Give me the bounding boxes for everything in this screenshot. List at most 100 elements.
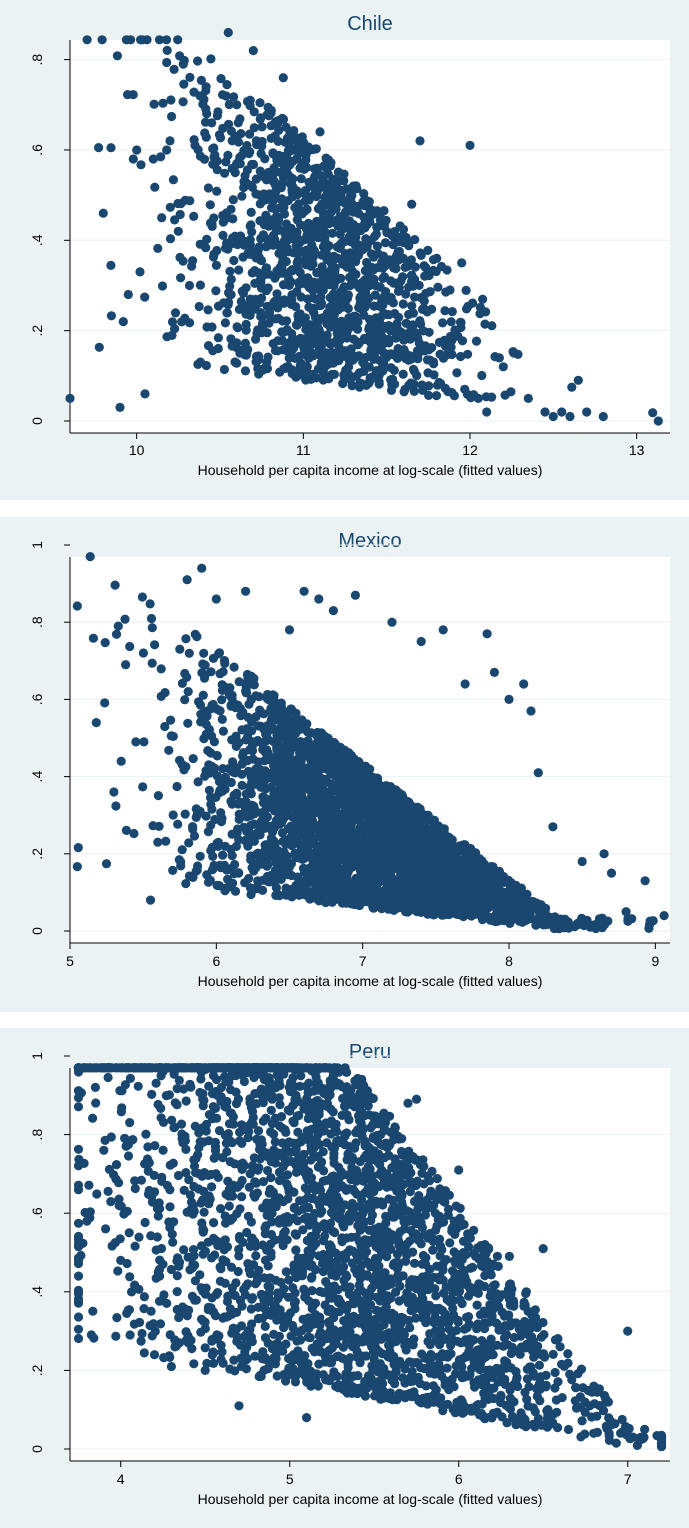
scatter-point — [233, 118, 243, 128]
scatter-point — [154, 35, 165, 45]
scatter-point — [270, 802, 280, 812]
scatter-point — [252, 882, 262, 892]
scatter-point — [227, 341, 237, 351]
scatter-point — [267, 724, 277, 734]
scatter-point — [398, 299, 408, 309]
scatter-point — [379, 272, 389, 282]
scatter-point — [173, 35, 183, 45]
scatter-point — [138, 782, 148, 792]
scatter-point — [218, 667, 228, 677]
scatter-point — [401, 890, 411, 900]
scatter-point — [234, 835, 244, 845]
scatter-point — [213, 343, 223, 354]
scatter-point — [265, 877, 275, 887]
scatter-point — [184, 280, 195, 291]
y-tick-label: .4 — [29, 234, 45, 246]
scatter-point — [345, 191, 355, 201]
scatter-point — [125, 641, 135, 652]
scatter-point — [368, 277, 378, 287]
scatter-point — [229, 869, 239, 879]
scatter-point — [398, 272, 408, 282]
scatter-point — [276, 183, 286, 193]
scatter-point — [213, 333, 223, 343]
scatter-point — [436, 873, 446, 883]
scatter-point — [219, 298, 229, 308]
scatter-point — [200, 670, 210, 680]
scatter-point — [165, 234, 176, 244]
scatter-point — [344, 202, 354, 212]
scatter-point — [217, 695, 227, 705]
y-tick-label: .6 — [29, 693, 45, 705]
scatter-point — [232, 789, 242, 800]
scatter-point — [218, 217, 228, 227]
scatter-point — [358, 780, 368, 790]
scatter-point — [621, 907, 631, 917]
scatter-point — [364, 806, 374, 816]
scatter-point — [460, 384, 470, 394]
scatter-point — [157, 213, 167, 223]
scatter-point — [158, 98, 168, 108]
scatter-point — [317, 206, 327, 216]
scatter-point — [264, 221, 274, 231]
scatter-point — [328, 606, 338, 616]
scatter-point — [167, 111, 177, 122]
scatter-point — [391, 800, 401, 810]
scatter-point — [242, 178, 252, 188]
scatter-point — [156, 664, 166, 674]
scatter-point — [464, 905, 474, 916]
scatter-point — [207, 731, 217, 741]
scatter-point — [275, 203, 285, 213]
scatter-point — [101, 859, 112, 869]
scatter-point — [423, 368, 433, 378]
scatter-point — [292, 716, 302, 726]
scatter-point — [272, 730, 282, 740]
scatter-point — [380, 238, 391, 248]
scatter-point — [136, 35, 146, 45]
scatter-point — [386, 295, 396, 306]
scatter-point — [421, 288, 431, 298]
scatter-point — [353, 324, 363, 334]
scatter-point — [337, 286, 348, 296]
scatter-point — [598, 411, 608, 422]
scatter-point — [447, 846, 457, 856]
scatter-point — [287, 185, 297, 195]
scatter-point — [237, 769, 247, 779]
scatter-point — [447, 307, 457, 317]
scatter-point — [262, 364, 272, 374]
scatter-point — [294, 779, 304, 789]
scatter-point — [394, 841, 405, 851]
scatter-point — [112, 51, 122, 61]
scatter-point — [259, 756, 270, 766]
scatter-point — [164, 745, 174, 755]
scatter-point — [348, 181, 358, 191]
scatter-point — [599, 849, 609, 859]
scatter-point — [390, 814, 400, 825]
scatter-point — [455, 907, 466, 917]
scatter-point — [73, 1333, 84, 1344]
scatter-point — [229, 92, 239, 102]
scatter-point — [456, 351, 466, 362]
scatter-point — [179, 79, 189, 89]
scatter-point — [253, 364, 263, 374]
scatter-point — [382, 810, 392, 820]
scatter-point — [208, 144, 218, 154]
scatter-point — [217, 714, 227, 724]
scatter-point — [193, 861, 203, 871]
scatter-point — [428, 873, 438, 883]
scatter-point — [271, 710, 281, 720]
scatter-point — [267, 768, 277, 778]
scatter-point — [296, 812, 306, 822]
scatter-point — [237, 191, 247, 201]
scatter-point — [391, 333, 401, 343]
scatter-point — [516, 892, 526, 903]
scatter-point — [203, 305, 213, 315]
scatter-point — [341, 365, 351, 375]
scatter-point — [257, 122, 267, 132]
scatter-point — [318, 857, 328, 867]
scatter-point — [295, 163, 305, 173]
scatter-point — [269, 298, 279, 308]
scatter-point — [242, 669, 252, 680]
scatter-point — [361, 897, 371, 907]
scatter-point — [115, 402, 125, 412]
scatter-point — [237, 780, 247, 790]
